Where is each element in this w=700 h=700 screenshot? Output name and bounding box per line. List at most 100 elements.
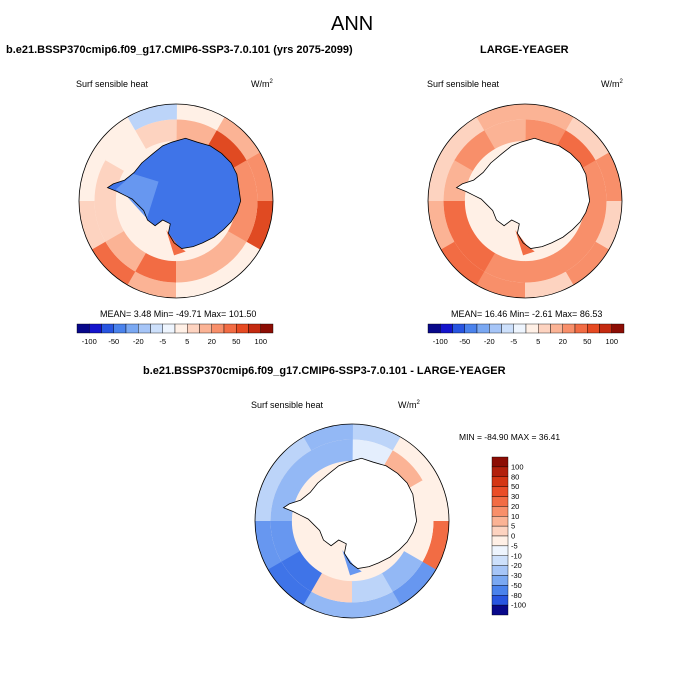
- colorbar-swatch: [236, 323, 249, 334]
- field-cell: [524, 253, 566, 283]
- colorbar-swatch: [150, 323, 163, 334]
- colorbar-tick-label: 5: [185, 337, 189, 346]
- field-cell: [176, 104, 226, 131]
- colorbar-swatch: [538, 323, 551, 334]
- colorbar-swatch: [491, 604, 509, 616]
- field-cell: [135, 119, 177, 149]
- field-cell: [595, 201, 622, 251]
- colorbar-swatch: [89, 323, 102, 334]
- field-cell: [422, 472, 449, 522]
- colorbar-tick-label: 50: [583, 337, 591, 346]
- colorbar-swatch: [587, 323, 600, 334]
- colorbar-obs: -100 -50 -20 -5 5 20 50 100: [427, 323, 625, 346]
- field-cell: [216, 241, 261, 286]
- colorbar-swatch: [489, 323, 502, 334]
- colorbar-tick-label: 50: [511, 482, 519, 491]
- field-cell: [255, 520, 282, 570]
- colorbar-model: -100 -50 -20 -5 5 20 50 100: [76, 323, 274, 346]
- field-cell: [483, 252, 525, 283]
- field-cell: [205, 231, 247, 272]
- colorbar-swatch: [501, 323, 514, 334]
- colorbar-swatch: [574, 323, 588, 334]
- field-cell: [476, 104, 526, 131]
- colorbar-swatch: [491, 516, 509, 527]
- field-cell: [524, 271, 574, 298]
- colorbar-swatch: [452, 323, 465, 334]
- field-cell: [127, 104, 177, 131]
- colorbar-swatch: [199, 323, 212, 334]
- field-cell: [392, 561, 437, 606]
- field-cell: [554, 231, 596, 272]
- panel-model-variable: Surf sensible heat: [76, 79, 149, 89]
- field-cell: [422, 521, 449, 571]
- colorbar-swatch: [562, 323, 576, 334]
- field-cell: [302, 591, 352, 618]
- polar-map-obs: [427, 103, 623, 299]
- colorbar-tick-label: -80: [511, 591, 522, 600]
- map-border: [78, 103, 274, 299]
- colorbar-tick-label: 20: [208, 337, 216, 346]
- colorbar-tick-label: -10: [511, 551, 522, 560]
- colorbar-tick-label: -20: [133, 337, 144, 346]
- field-cell: [555, 130, 596, 172]
- field-cell: [392, 436, 437, 481]
- colorbar-swatch: [491, 506, 509, 517]
- panel-obs-units: W/m2: [601, 79, 623, 89]
- field-cell: [443, 200, 473, 242]
- continent-mask: [456, 138, 590, 249]
- colorbar-tick-label: 100: [254, 337, 267, 346]
- map-border: [427, 103, 623, 299]
- colorbar-tick-label: -50: [511, 581, 522, 590]
- field-cell: [595, 152, 622, 202]
- colorbar-swatch: [491, 466, 509, 477]
- field-cell: [440, 116, 485, 161]
- field-cell: [94, 200, 124, 242]
- field-cell: [246, 201, 273, 251]
- colorbar-tick-label: 5: [536, 337, 540, 346]
- field-cell: [79, 151, 106, 201]
- field-cell: [310, 572, 352, 603]
- field-cell: [227, 201, 258, 243]
- west-antarctica-field: [115, 173, 159, 219]
- field-cell: [175, 271, 225, 298]
- field-cell: [303, 424, 353, 451]
- field-cell: [351, 573, 393, 603]
- field-cell: [105, 230, 146, 272]
- page-title: ANN: [331, 13, 374, 35]
- colorbar-swatch: [491, 595, 509, 606]
- colorbar-tick-label: 80: [511, 472, 519, 481]
- field-cell: [175, 253, 217, 283]
- colorbar-tick-label: -100: [433, 337, 448, 346]
- colorbar-swatch: [113, 323, 127, 334]
- field-cell: [105, 130, 147, 171]
- field-cell: [428, 200, 455, 250]
- field-cell: [576, 201, 607, 243]
- colorbar-tick-label: -30: [511, 571, 522, 580]
- colorbar-tick-label: 100: [511, 462, 524, 471]
- field-cell: [382, 450, 423, 492]
- field-cell: [91, 116, 136, 161]
- field-cell: [565, 116, 610, 161]
- colorbar-tick-label: -5: [159, 337, 166, 346]
- colorbar-tick-label: -20: [484, 337, 495, 346]
- panel-model-title: b.e21.BSSP370cmip6.f09_g17.CMIP6-SSP3-7.…: [6, 44, 353, 56]
- colorbar-tick-label: -5: [511, 541, 518, 550]
- field-cell: [267, 561, 312, 606]
- field-cell: [565, 241, 610, 286]
- field-cell: [79, 200, 106, 250]
- colorbar-swatch: [440, 323, 453, 334]
- colorbar-swatch: [174, 323, 188, 334]
- map-border: [254, 423, 450, 619]
- colorbar-swatch: [427, 323, 441, 334]
- colorbar-swatch: [260, 323, 274, 334]
- panel-obs-stats: MEAN= 16.46 Min= -2.61 Max= 86.53: [451, 309, 603, 319]
- panel-diff-stats: MIN = -84.90 MAX = 36.41: [459, 432, 561, 442]
- field-cell: [134, 252, 176, 283]
- colorbar-swatch: [491, 496, 509, 507]
- field-cell: [94, 159, 125, 201]
- coastline: [106, 137, 242, 249]
- ross-sea-field: [342, 550, 362, 576]
- field-cell: [454, 230, 495, 272]
- field-cell: [403, 521, 434, 563]
- field-cell: [267, 436, 312, 481]
